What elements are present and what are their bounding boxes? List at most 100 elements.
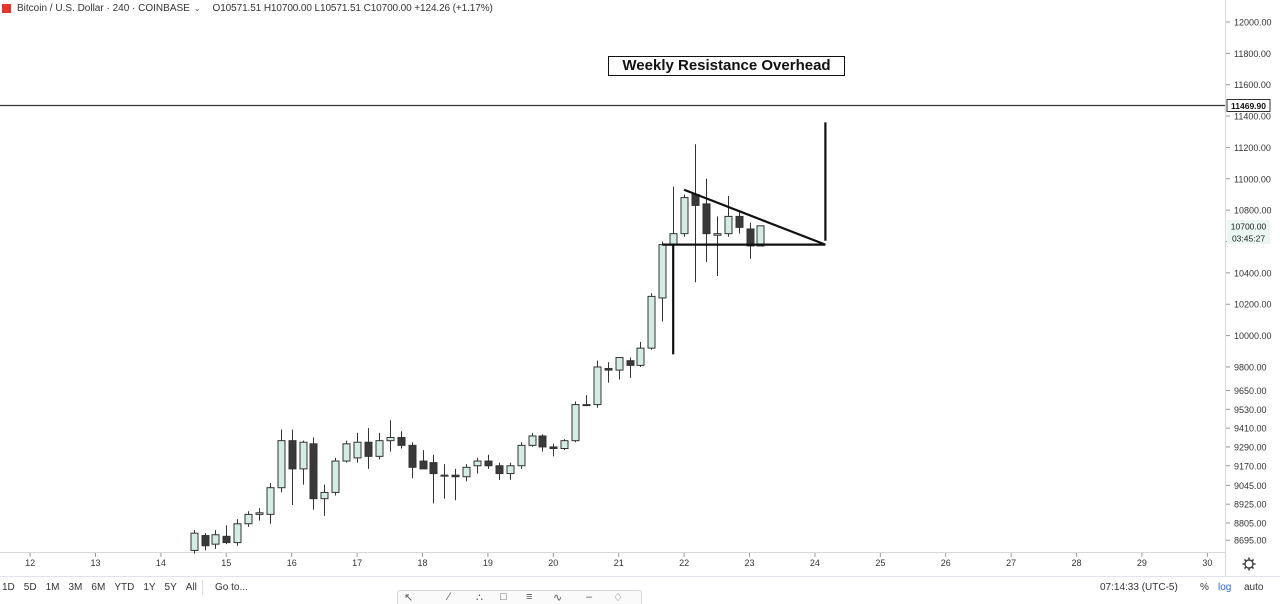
range-1m[interactable]: 1M [45, 582, 60, 593]
x-tick-label: 27 [1006, 558, 1016, 568]
resistance-price-label: 11469.90 [1231, 101, 1266, 111]
candle-body [244, 513, 253, 525]
candle-body [320, 491, 329, 500]
range-3m[interactable]: 3M [68, 582, 83, 593]
pitchfork-icon[interactable]: ∴ [476, 592, 483, 604]
candle-body [364, 441, 373, 457]
candle-body [451, 474, 460, 478]
y-tick-label: 11400.00 [1234, 112, 1271, 122]
candle-body [222, 535, 231, 544]
y-tick-label: 11200.00 [1234, 143, 1271, 153]
y-tick-label: 9170.00 [1234, 461, 1267, 471]
trendline-icon[interactable]: ∕ [448, 591, 450, 603]
candle-body [440, 474, 449, 477]
x-tick-label: 16 [287, 558, 297, 568]
y-tick-label: 8695.00 [1234, 536, 1267, 546]
range-all[interactable]: All [185, 582, 197, 593]
chart-legend[interactable]: Bitcoin / U.S. Dollar · 240 · COINBASE ⌄… [2, 3, 493, 14]
y-tick-label: 11000.00 [1234, 174, 1271, 184]
candle-body [582, 404, 591, 407]
range-6m[interactable]: 6M [91, 582, 106, 593]
coinbase-logo-icon [2, 4, 11, 13]
y-tick-label: 9650.00 [1234, 386, 1267, 396]
candle-body [201, 535, 210, 547]
cursor-icon[interactable]: ↖ [404, 592, 414, 604]
auto-toggle[interactable]: auto [1244, 582, 1264, 593]
candle-body [735, 215, 744, 228]
y-tick-label: 8805.00 [1234, 518, 1267, 528]
clock-timezone[interactable]: 07:14:33 (UTC-5) [1100, 582, 1178, 593]
candle-body [277, 440, 286, 489]
goto-button[interactable]: Go to... [215, 582, 248, 593]
x-tick-label: 15 [221, 558, 231, 568]
range-5y[interactable]: 5Y [164, 582, 177, 593]
candle-body [397, 437, 406, 446]
x-tick-label: 26 [941, 558, 951, 568]
y-tick-label: 11600.00 [1234, 80, 1271, 90]
candle-body [266, 487, 275, 515]
text-icon[interactable]: – [586, 591, 593, 603]
x-tick-label: 17 [352, 558, 362, 568]
x-tick-label: 14 [156, 558, 166, 568]
candle-body [484, 460, 493, 467]
candle-body [669, 233, 678, 246]
price-axis[interactable]: 12000.00 11800.00 11600.00 11400.00 11200.00… [1226, 17, 1272, 546]
y-tick-label: 11800.00 [1234, 49, 1271, 59]
candle-body [190, 532, 199, 551]
candle-body [615, 357, 624, 371]
candle-body [560, 440, 569, 449]
chevron-down-icon[interactable]: ⌄ [193, 4, 201, 13]
symbol-label[interactable]: Bitcoin / U.S. Dollar · 240 · COINBASE [17, 3, 190, 14]
range-ytd[interactable]: YTD [114, 582, 135, 593]
candles [190, 144, 765, 554]
ohlc-values: O10571.51 H10700.00 L10571.51 C10700.00 … [212, 3, 493, 14]
drawing-toolbar[interactable]: ↖ ∕ ∴ □ ≡ ∿ – ♢ [397, 590, 642, 604]
y-tick-label: 12000.00 [1234, 17, 1272, 27]
fib-icon[interactable]: □ [500, 591, 507, 603]
candle-body [528, 435, 537, 446]
y-tick-label: 8925.00 [1234, 500, 1267, 510]
range-5d[interactable]: 5D [23, 582, 37, 593]
percent-toggle[interactable]: % [1200, 582, 1209, 593]
annotation-weekly-resistance[interactable]: Weekly Resistance Overhead [608, 56, 845, 76]
candle-body [571, 404, 580, 442]
x-tick-label: 20 [548, 558, 558, 568]
candle-body [386, 437, 395, 442]
x-tick-label: 29 [1137, 558, 1147, 568]
range-1d[interactable]: 1D [2, 582, 15, 593]
marker-icon[interactable]: ♢ [613, 592, 623, 604]
x-tick-label: 23 [745, 558, 755, 568]
candle-body [353, 441, 362, 459]
y-tick-label: 9290.00 [1234, 442, 1267, 452]
range-1y[interactable]: 1Y [143, 582, 156, 593]
x-tick-label: 19 [483, 558, 493, 568]
x-tick-label: 25 [875, 558, 885, 568]
x-tick-label: 12 [25, 558, 35, 568]
candle-body [288, 440, 297, 470]
y-tick-label: 9410.00 [1234, 424, 1267, 434]
candle-body [658, 244, 667, 299]
brush-icon[interactable]: ∿ [553, 592, 563, 604]
bar-countdown-label: 03:45:27 [1232, 233, 1265, 243]
x-tick-label: 30 [1202, 558, 1212, 568]
candle-body [549, 446, 558, 450]
y-tick-label: 9800.00 [1234, 362, 1267, 372]
drawings[interactable] [662, 122, 827, 355]
log-toggle[interactable]: log [1218, 582, 1232, 593]
bottom-toolbar: 1D 5D 1M 3M 6M YTD 1Y 5Y All Go to... 07… [0, 576, 1280, 601]
y-tick-label: 10800.00 [1234, 206, 1272, 216]
candle-body [419, 460, 428, 470]
candle-body [211, 534, 220, 545]
candle-body [517, 444, 526, 467]
candle-body [473, 460, 482, 467]
candle-body [724, 215, 733, 235]
y-tick-label: 9045.00 [1234, 481, 1267, 491]
candle-body [299, 441, 308, 470]
candle-body [702, 203, 711, 235]
time-axis[interactable]: 12 13 14 15 16 17 18 19 20 21 22 23 24 25 26 27 28 29 30 [25, 553, 1212, 568]
drawing-flag-top[interactable] [683, 188, 826, 246]
candle-body [309, 443, 318, 500]
pattern-icon[interactable]: ≡ [526, 591, 533, 603]
settings-gear-icon[interactable] [1242, 557, 1256, 571]
